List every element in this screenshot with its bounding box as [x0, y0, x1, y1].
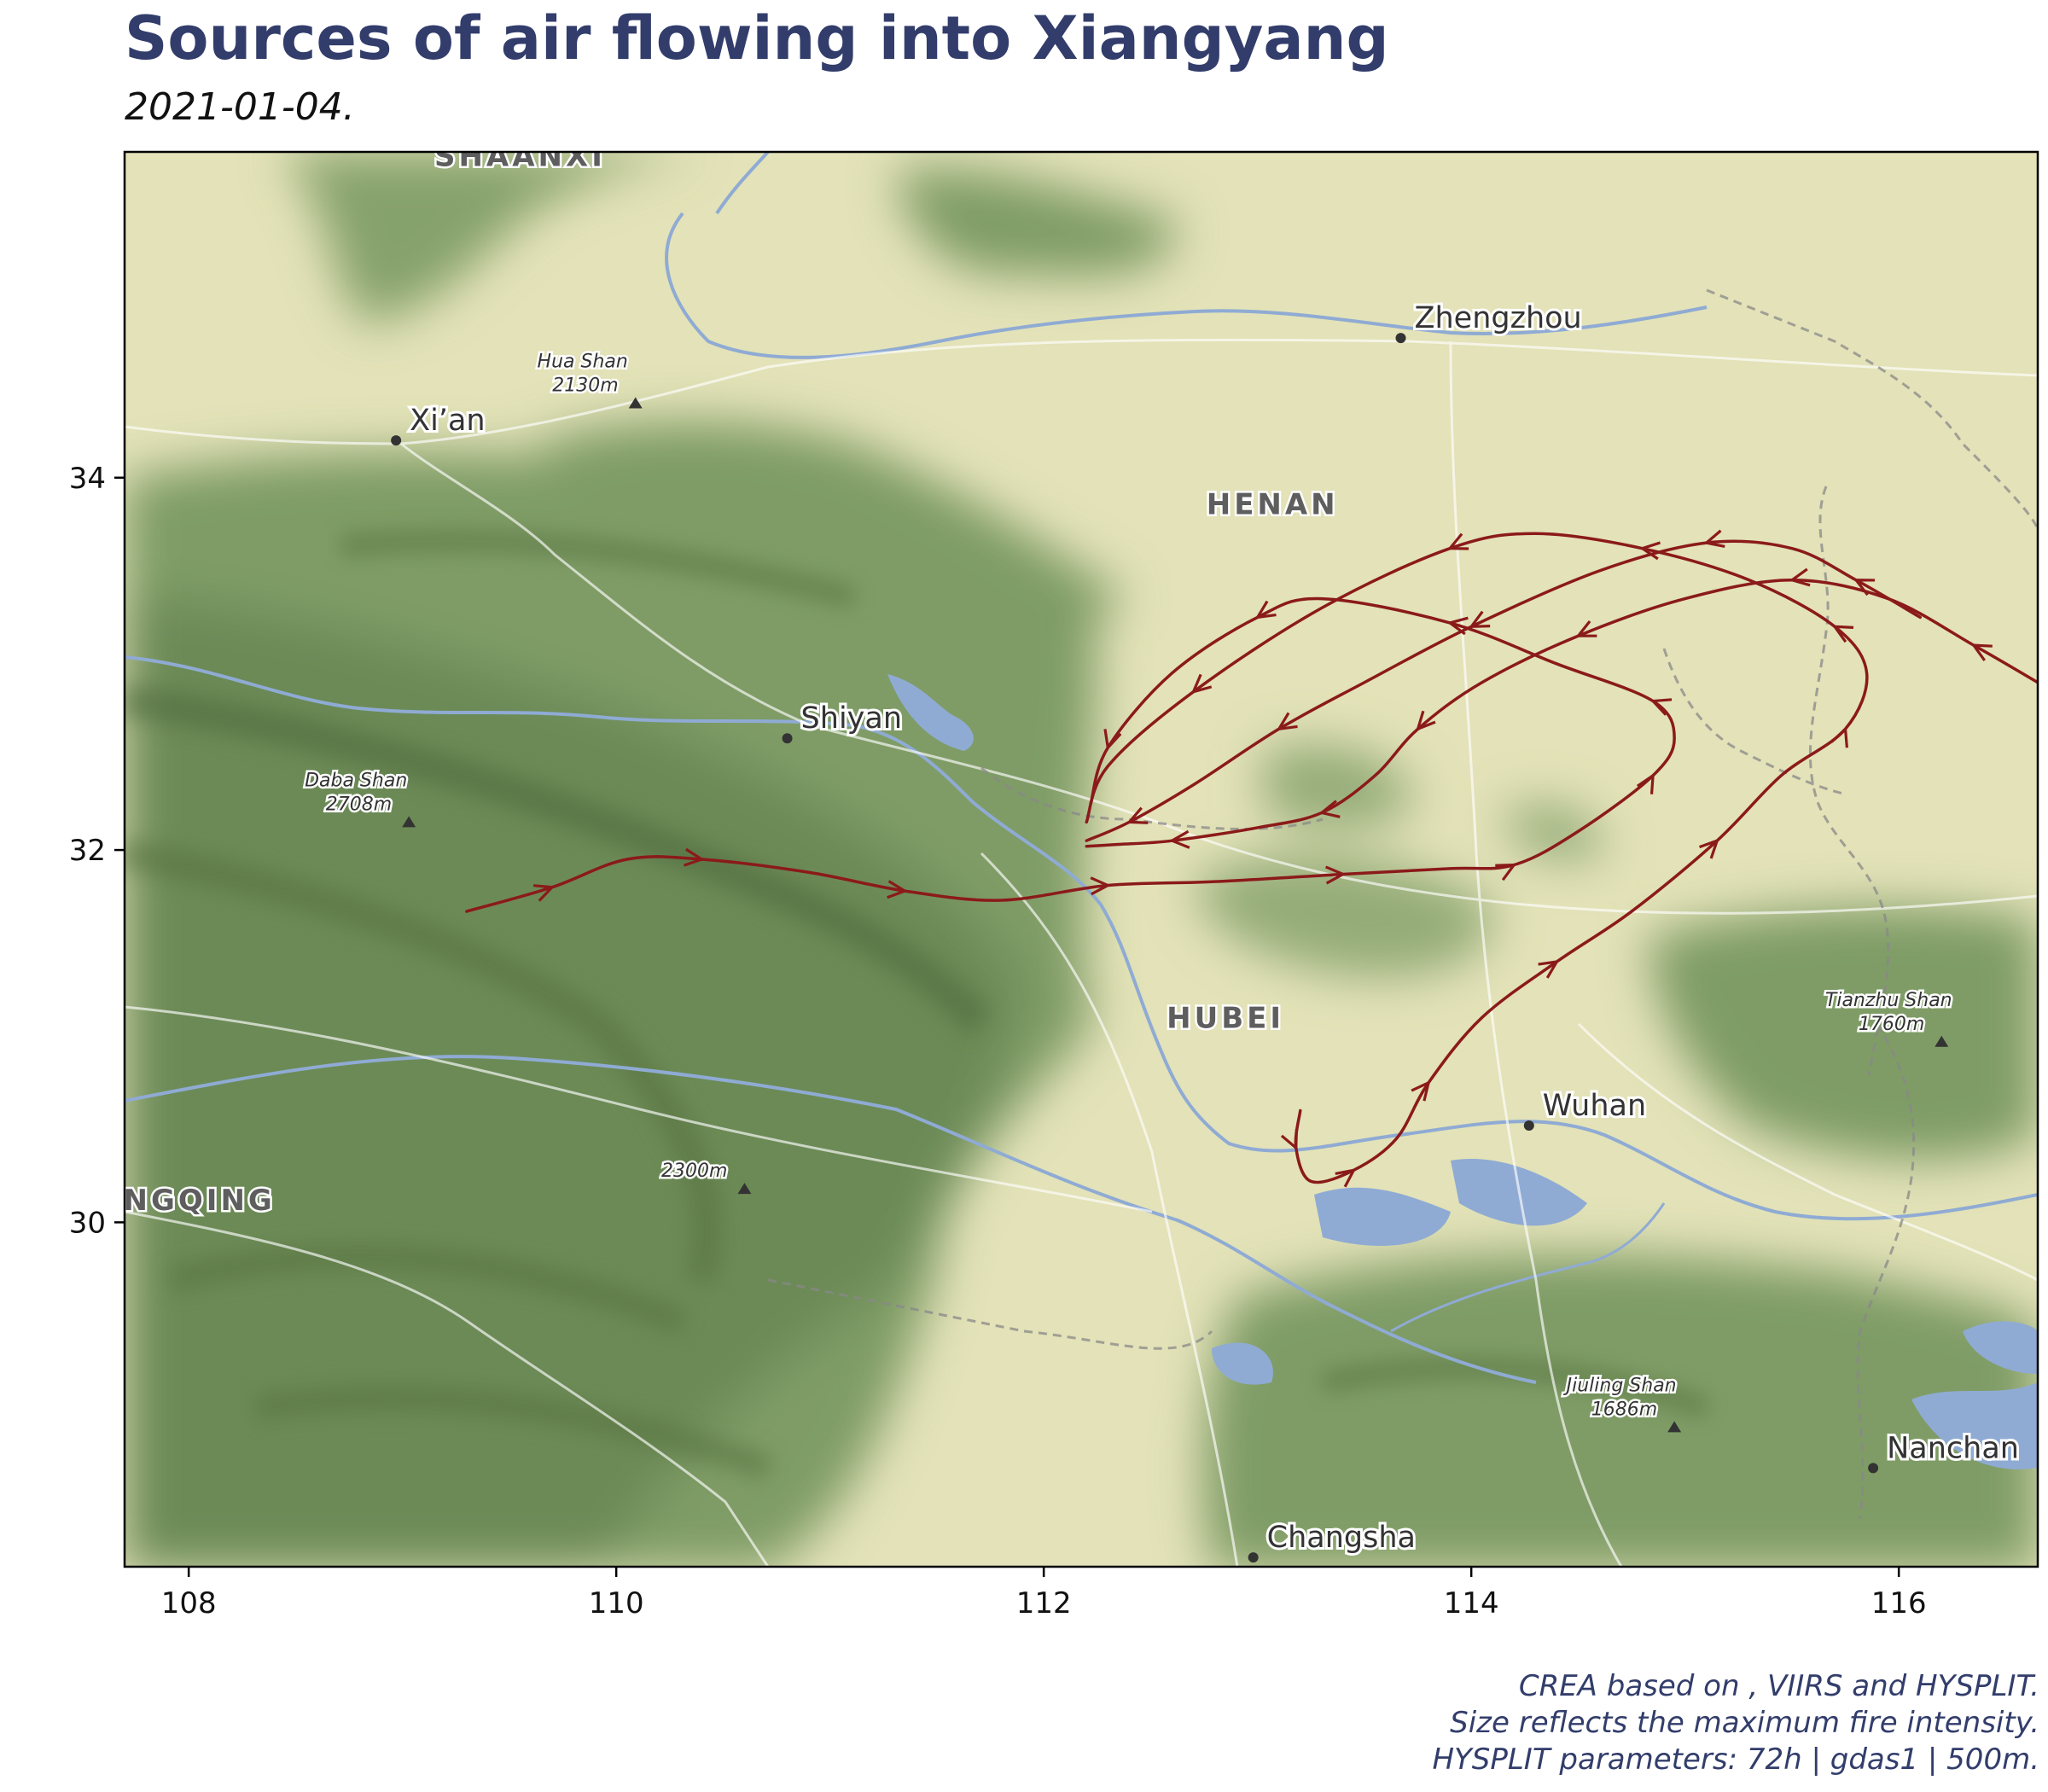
trajectory-arrow [1538, 960, 1558, 979]
terrain-forest [125, 152, 2038, 1567]
peak-icon [1935, 1035, 1949, 1047]
city-dot [1248, 1552, 1259, 1563]
trajectory-arrow [1103, 729, 1122, 749]
peak-icon [402, 816, 416, 828]
peak-elevation-label: 2130m [552, 375, 618, 397]
trajectory-arrow [887, 880, 906, 899]
plot-frame [123, 150, 2039, 1568]
peak-icon [1667, 1421, 1682, 1433]
city-dot [1868, 1463, 1879, 1474]
peak-name-label: Tianzhu Shan [1825, 990, 1952, 1011]
trajectory-arrow [1698, 839, 1719, 859]
trajectory-arrow [1790, 567, 1811, 587]
trajectory-arrow [1448, 532, 1469, 550]
trajectory-line [465, 596, 1676, 913]
x-tick-label: 112 [1016, 1586, 1072, 1620]
caption-line-2: Size reflects the maximum fire intensity… [1450, 1706, 2039, 1740]
peak-elevation-label: 2300m [661, 1161, 727, 1182]
trajectory-arrow [1324, 865, 1345, 885]
trajectory-arrow [1335, 1168, 1355, 1188]
trajectory-arrow [1256, 600, 1277, 619]
city-label: Zhengzhou [1415, 301, 1582, 335]
trajectory-arrow [1191, 673, 1213, 694]
trajectory-arrow [1705, 529, 1725, 548]
trajectory-arrow [1448, 616, 1469, 636]
province-label: HUBEI [1167, 1001, 1284, 1035]
province-label: HENAN [1207, 487, 1339, 521]
trajectory-arrow [1469, 610, 1491, 628]
caption-line-1: CREA based on , VIIRS and HYSPLIT. [1518, 1669, 2039, 1703]
peak-elevation-label: 2708m [326, 794, 392, 815]
province-label: NGQING [124, 1184, 276, 1218]
trajectory-arrow [1416, 710, 1436, 730]
terrain-ridges [125, 529, 1711, 1481]
trajectory-line [1085, 532, 1869, 1184]
trajectory-arrow [1090, 876, 1109, 896]
trajectory-arrow [1972, 643, 1993, 661]
place-labels: SHAANXI HENAN HUBEI NGQING Zhengzhou Xi’an Shi… [124, 139, 2022, 1563]
trajectory-arrow [1170, 829, 1190, 849]
roads [125, 338, 2038, 1567]
city-dot [391, 435, 402, 446]
province-label: SHAANXI [434, 139, 606, 173]
trajectory-arrow [1830, 727, 1848, 748]
peak-icon [737, 1183, 752, 1195]
trajectory-arrow [1495, 863, 1516, 881]
trajectory-arrow [684, 847, 703, 867]
trajectory-arrow [1854, 579, 1876, 596]
y-tick-label: 34 [69, 462, 106, 496]
peak-name-label: Hua Shan [538, 352, 628, 373]
trajectory-arrow [1280, 1129, 1299, 1149]
x-tick-label: 116 [1871, 1586, 1927, 1620]
trajectory-arrow [1833, 625, 1854, 643]
chart-subtitle: 2021-01-04. [125, 85, 355, 129]
trajectory-arrow [1411, 1081, 1430, 1102]
trajectory-arrow [1127, 806, 1149, 824]
caption: CREA based on , VIIRS and HYSPLIT. Size … [1432, 1668, 2039, 1778]
x-tick-label: 108 [161, 1586, 217, 1620]
trajectory-arrow [532, 884, 554, 902]
x-tick-label: 110 [589, 1586, 644, 1620]
water-features [125, 152, 2038, 1469]
peak-name-label: Daba Shan [305, 770, 407, 791]
peak-icon [628, 397, 643, 409]
city-label: Nanchan [1887, 1431, 2019, 1465]
city-label: Changsha [1267, 1521, 1416, 1555]
basemap: SHAANXI HENAN HUBEI NGQING Zhengzhou Xi’an Shi… [124, 139, 2038, 1567]
city-label: Wuhan [1543, 1089, 1646, 1123]
peak-name-label: Jiuling Shan [1563, 1375, 1677, 1396]
peak-elevation-label: 1686m [1591, 1399, 1657, 1420]
trajectory-layer [465, 529, 2038, 1188]
x-tick-label: 114 [1444, 1586, 1499, 1620]
chart-title: Sources of air flowing into Xiangyang [125, 3, 1389, 73]
city-label: Xi’an [410, 404, 485, 438]
trajectory-arrow [1277, 712, 1298, 730]
trajectory-arrow [1651, 698, 1673, 716]
caption-line-3: HYSPLIT parameters: 72h | gdas1 | 500m. [1432, 1743, 2039, 1777]
trajectory-arrow [1320, 800, 1341, 818]
province-borders [767, 288, 2038, 1520]
trajectory-line [1085, 539, 1922, 842]
y-tick-label: 32 [69, 834, 106, 868]
y-tick-label: 30 [69, 1206, 106, 1240]
city-dot [1395, 333, 1406, 344]
trajectory-arrow [1637, 774, 1655, 794]
peak-elevation-label: 1760m [1859, 1014, 1924, 1035]
city-dot [782, 733, 793, 744]
city-dot [1523, 1120, 1534, 1131]
axes: 108 110 112 114 116 30 32 34 [69, 462, 1927, 1620]
city-label: Shiyan [801, 701, 902, 736]
trajectory-arrow [1576, 620, 1597, 637]
